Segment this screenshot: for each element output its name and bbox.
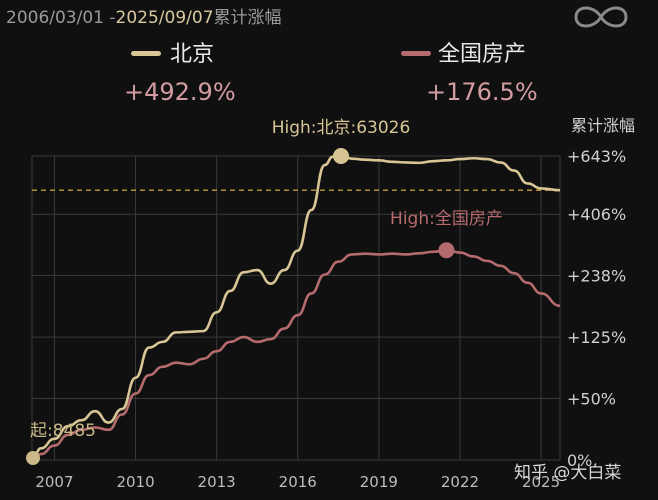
legend-change-beijing: +492.9% [124,78,236,106]
x-tick-label: 2013 [198,473,236,491]
annotation-start: 起:8485 [30,421,96,441]
x-tick-label: 2016 [279,473,317,491]
annotation-high-national: High:全国房产 [390,209,503,229]
date-subtitle: 累计涨幅 [213,8,282,28]
series-line-beijing [31,154,561,462]
y-tick-label: +238% [567,266,626,285]
high-marker-beijing [333,148,350,164]
infinity-icon[interactable] [568,0,634,38]
start-marker [26,451,40,465]
y-tick-label: 0% [567,451,592,470]
x-tick-label: 2007 [35,473,73,491]
y-tick-label: +50% [567,390,616,409]
legend-swatch-national [401,51,431,56]
annotation-high-beijing: High:北京:63026 [272,118,411,138]
series-line-national [31,248,561,462]
high-marker-national [438,242,455,259]
plot-frame [31,155,561,461]
y-tick-label: +125% [567,328,626,347]
date-range: 2006/03/01 -2025/09/07累计涨幅 [6,3,282,28]
x-tick-label: 2025 [522,473,560,491]
watermark: 知乎 @大白菜 [514,463,622,483]
y-axis-title: 累计涨幅 [571,116,635,135]
legend-name-national: 全国房产 [438,42,527,67]
legend-swatch-beijing [131,51,161,56]
legend-change-national: +176.5% [426,78,538,106]
x-tick-label: 2019 [360,473,398,491]
y-tick-label: +406% [567,205,626,224]
x-tick-label: 2022 [441,473,479,491]
y-tick-label: +643% [567,147,626,166]
legend-name-beijing: 北京 [170,42,215,67]
date-start: 2006/03/01 - [6,8,116,28]
x-tick-label: 2010 [116,473,154,491]
date-end: 2025/09/07 [115,8,214,28]
